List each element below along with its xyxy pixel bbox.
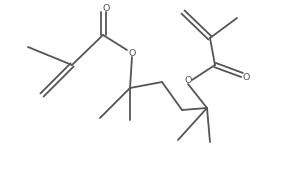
Text: O: O — [128, 48, 136, 58]
Text: O: O — [242, 73, 250, 82]
Text: O: O — [184, 75, 192, 85]
Text: O: O — [102, 4, 110, 13]
